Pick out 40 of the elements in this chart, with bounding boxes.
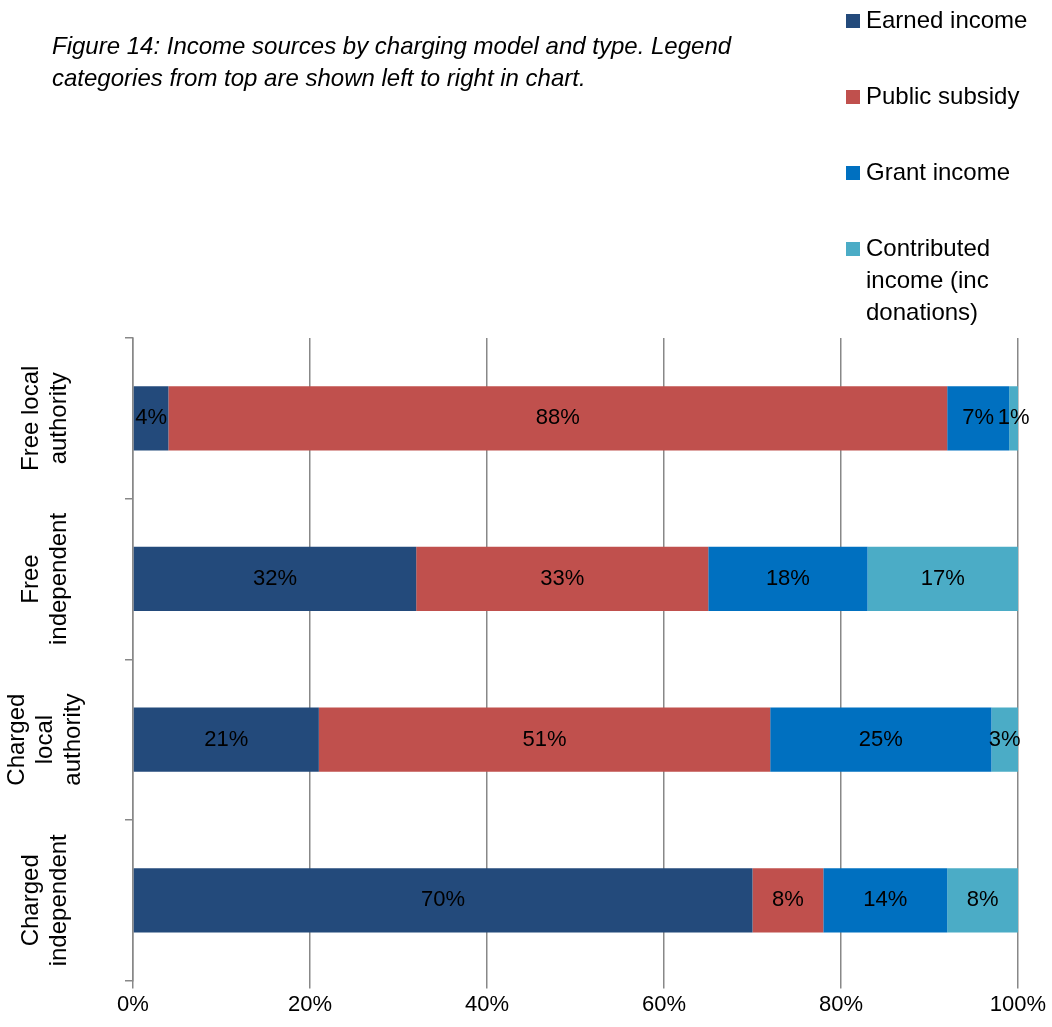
data-label: 17% (920, 565, 965, 591)
x-tick-label: 100% (989, 990, 1047, 1016)
data-label: 8% (772, 886, 804, 912)
data-label: 33% (540, 565, 585, 591)
x-tick-label: 80% (818, 990, 864, 1016)
bar (416, 546, 709, 612)
bar (168, 386, 948, 451)
data-label: 18% (765, 565, 810, 591)
legend-label: Earned income (866, 5, 1028, 35)
bar (133, 707, 319, 772)
data-label: 7% (962, 404, 995, 430)
bar (133, 868, 753, 933)
legend-label: Contributed income (inc donations) (866, 233, 992, 327)
x-tick-label: 60% (641, 990, 687, 1016)
data-label: 70% (421, 886, 466, 912)
y-tick-label: Charged local authority (1, 693, 85, 786)
bar (133, 546, 417, 612)
data-label: 32% (252, 565, 297, 591)
x-tick-label: 40% (464, 990, 510, 1016)
data-label: 8% (966, 886, 999, 912)
bar (708, 546, 868, 612)
chart-title: Figure 14: Income sources by charging model and type. Legend categories from top are shown left to right in chart. (52, 31, 732, 93)
x-tick-label: 20% (287, 990, 333, 1016)
data-label: 4% (135, 404, 167, 430)
bar (318, 707, 771, 772)
legend-label: Public subsidy (866, 81, 1020, 111)
data-label: 14% (863, 886, 908, 912)
bar (752, 868, 824, 933)
legend-label: Grant income (866, 157, 1011, 187)
bar (947, 868, 1018, 933)
data-label: 25% (858, 725, 903, 751)
bar (867, 546, 1018, 612)
y-tick-label: Charged independent (15, 833, 71, 967)
x-tick-label: 0% (117, 990, 149, 1016)
y-tick-label: Free local authority (15, 365, 71, 472)
data-label: 88% (535, 404, 580, 430)
data-label: 21% (204, 725, 249, 751)
y-tick-label: Free independent (15, 512, 71, 646)
data-label: 51% (522, 725, 567, 751)
bar (823, 868, 948, 933)
